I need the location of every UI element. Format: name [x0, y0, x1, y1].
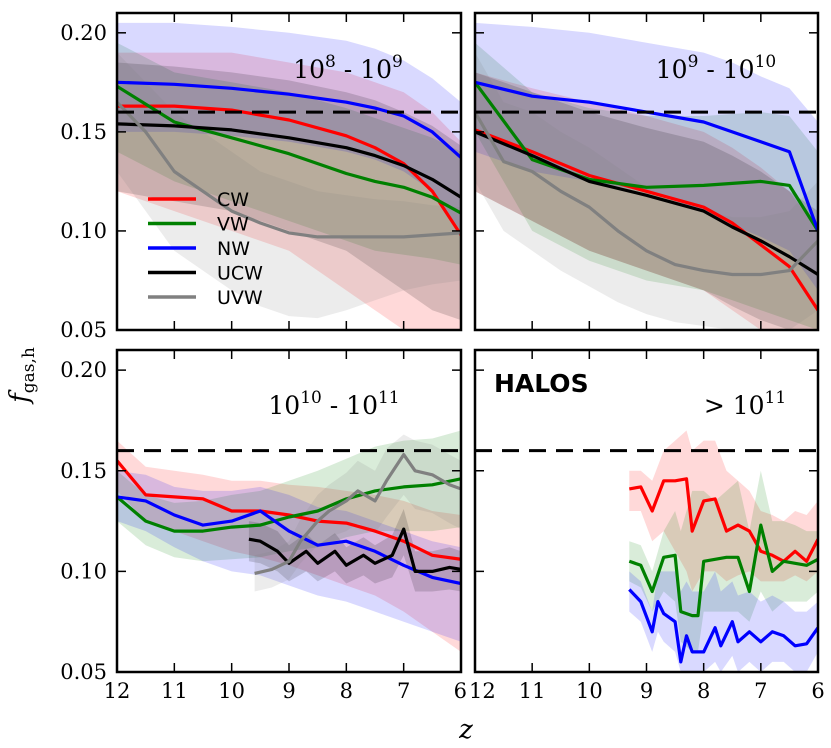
line-ucw [248, 527, 461, 574]
panel-bottom-left: 0.05 0.10 0.15 0.20 12 11 10 9 8 7 6 1010 - 1011 [60, 348, 467, 703]
panel-top-left: 0.05 0.10 0.15 0.20 108 - 109 [60, 11, 463, 342]
y-tick-label: 0.20 [60, 21, 107, 45]
y-tick-label: 0.05 [60, 660, 107, 684]
x-tick-label: 9 [640, 679, 653, 703]
line-cw [629, 477, 818, 563]
line-vw [117, 477, 461, 533]
series-lines [628, 477, 818, 664]
y-tick-label: 0.15 [60, 120, 107, 144]
legend-label: UCW [217, 263, 263, 285]
confidence-bands [629, 430, 818, 672]
band-nw [117, 470, 461, 642]
y-tick-label: 0.15 [60, 459, 107, 483]
x-tick-label: 7 [397, 679, 410, 703]
panel-mass-label: 109 - 1010 [656, 52, 776, 84]
x-tick-label: 6 [454, 679, 467, 703]
legend-label: VW [217, 214, 249, 236]
y-tick-label: 0.10 [60, 219, 107, 243]
panel-mass-label: > 1011 [704, 388, 786, 420]
x-tick-label: 9 [282, 679, 295, 703]
panel-frame [473, 11, 820, 332]
panel-top-right: 109 - 1010 [473, 11, 820, 332]
band-ucw [475, 72, 818, 330]
line-vw [628, 523, 818, 618]
line-nw [117, 80, 461, 159]
series-lines [117, 453, 461, 586]
line-uvw [254, 453, 461, 575]
x-tick-label: 10 [576, 679, 603, 703]
band-cw [475, 72, 818, 330]
band-nw [629, 571, 818, 672]
legend-item-vw: VW [148, 214, 249, 236]
legend-item-nw: NW [148, 238, 250, 260]
band-vw [629, 470, 818, 652]
line-nw [117, 495, 461, 586]
legend-item-uvw: UVW [148, 287, 263, 309]
y-axis-title: fgas,h [5, 347, 39, 405]
legend-label: NW [217, 238, 250, 260]
series-lines [117, 80, 461, 239]
band-vw [117, 430, 461, 562]
legend-item-cw: CW [148, 189, 249, 211]
panel-frame [115, 348, 463, 674]
confidence-bands [117, 22, 461, 330]
line-cw [117, 104, 461, 236]
line-nw [475, 80, 818, 232]
legend-label: CW [217, 189, 249, 211]
legend-label: UVW [217, 287, 263, 309]
y-axis-title-sub: gas,h [19, 347, 39, 393]
line-vw [475, 81, 818, 232]
x-tick-label: 10 [218, 679, 245, 703]
line-ucw [475, 130, 818, 276]
series-lines [475, 80, 818, 312]
band-ucw [248, 509, 461, 592]
band-nw [117, 22, 461, 231]
x-tick-label: 6 [811, 679, 824, 703]
x-tick-label: 12 [469, 679, 496, 703]
panel-mass-label: 108 - 109 [293, 52, 403, 84]
line-ucw [117, 122, 461, 199]
panel-frame [115, 11, 463, 332]
band-cw [117, 52, 461, 330]
y-tick-label: 0.20 [60, 358, 107, 382]
band-cw [117, 440, 461, 652]
line-cw [117, 459, 461, 561]
legend-item-ucw: UCW [148, 263, 263, 285]
band-cw [629, 430, 818, 592]
line-nw [628, 588, 818, 664]
panel-mass-label: 1010 - 1011 [268, 388, 399, 420]
x-tick-label: 8 [340, 679, 353, 703]
panel-frame [473, 348, 820, 674]
x-tick-label: 8 [697, 679, 710, 703]
x-tick-label: 11 [161, 679, 188, 703]
x-tick-label: 7 [754, 679, 767, 703]
band-uvw [117, 52, 461, 319]
x-axis-title: z [458, 715, 473, 745]
halos-badge: HALOS [494, 369, 589, 398]
line-uvw [475, 111, 818, 277]
y-tick-label: 0.10 [60, 559, 107, 583]
y-tick-label: 0.05 [60, 318, 107, 342]
x-tick-label: 11 [519, 679, 546, 703]
panel-bottom-right: 12 11 10 9 8 7 6 > 1011 [469, 348, 825, 703]
x-tick-label: 12 [104, 679, 131, 703]
line-cw [475, 128, 818, 312]
line-uvw [117, 101, 461, 239]
